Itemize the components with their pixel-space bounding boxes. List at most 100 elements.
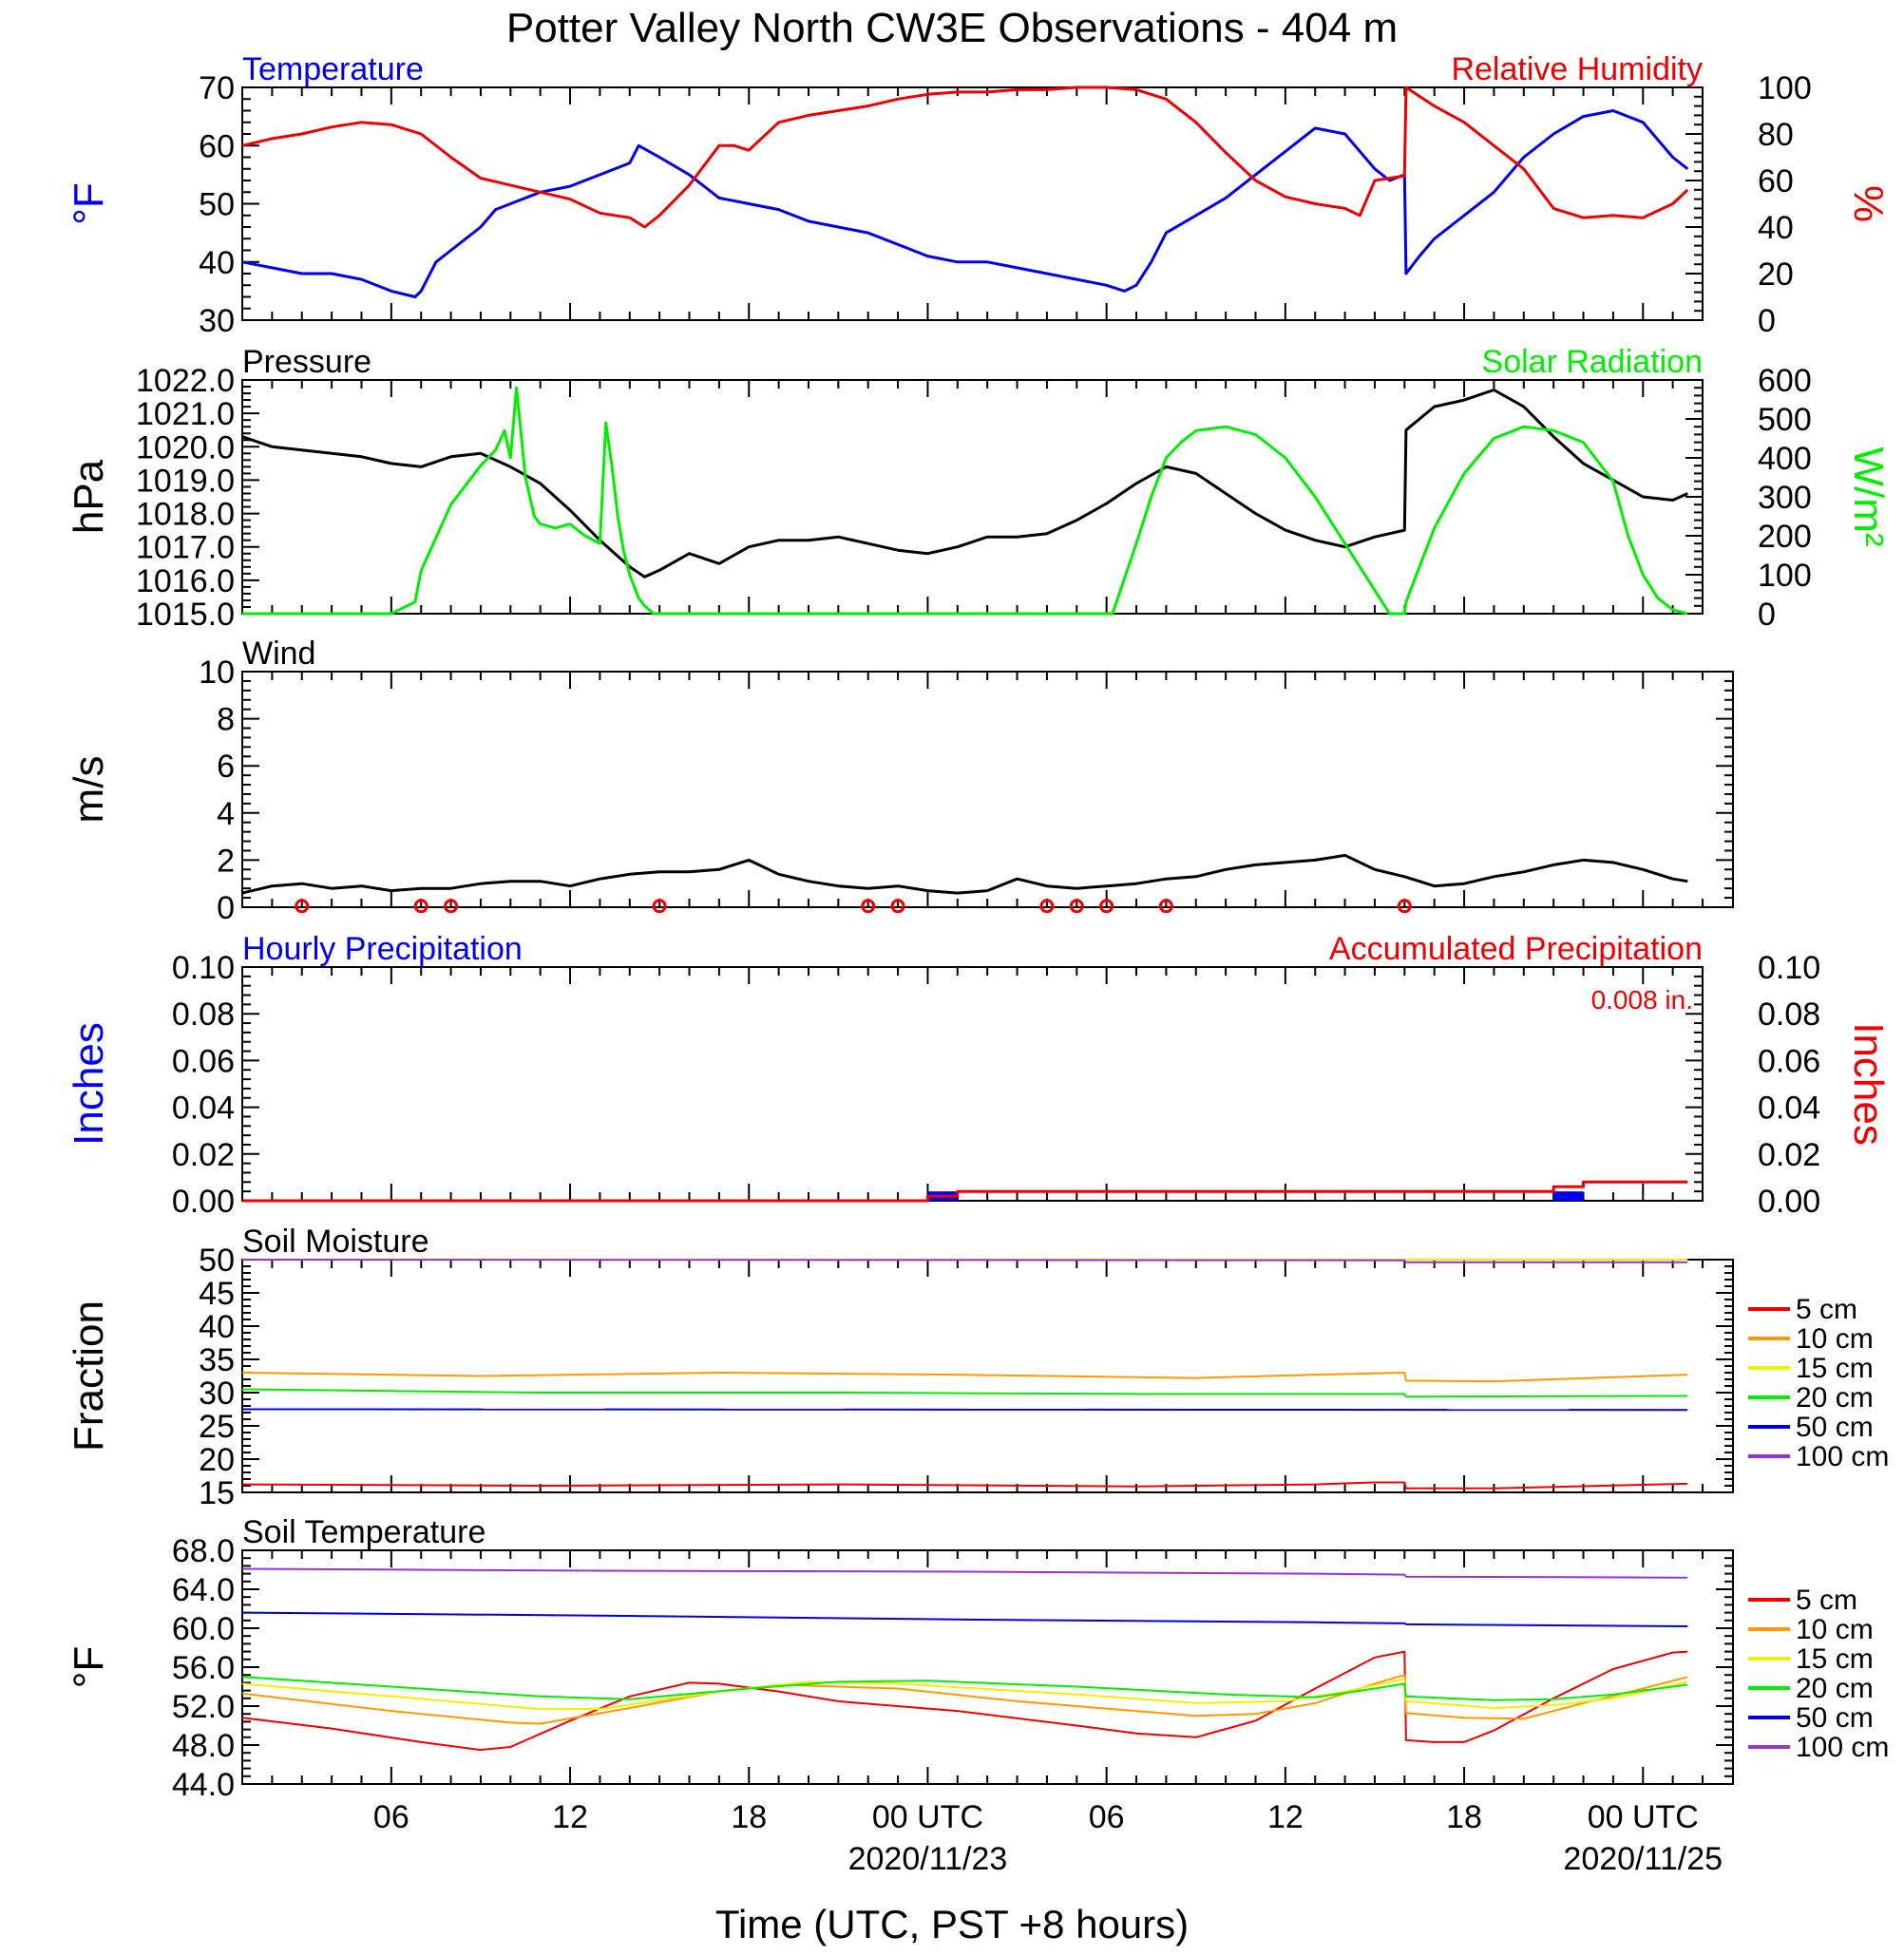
legend-label: 10 cm <box>1796 1323 1874 1355</box>
y-tick-label-right: 80 <box>1758 117 1794 153</box>
legend-label: 50 cm <box>1796 1702 1874 1734</box>
panel-frame <box>241 966 1704 1202</box>
y-tick-label-left: 60.0 <box>172 1611 235 1647</box>
y-tick-label-right: 0.06 <box>1758 1043 1820 1079</box>
series-line-depth_100 <box>241 1567 1688 1579</box>
legend-label: 20 cm <box>1796 1382 1874 1414</box>
x-tick-label: 06 <box>373 1799 409 1835</box>
panel-frame <box>241 1549 1734 1785</box>
y-tick-label-left: 0.02 <box>172 1137 235 1173</box>
y-tick-label-left: 0 <box>217 890 235 926</box>
y-axis-label-right: % <box>1845 185 1892 222</box>
panel-title-right: Solar Radiation <box>1482 344 1703 380</box>
y-axis-label-left: hPa <box>66 459 112 534</box>
y-ticks-right: 0 20 40 60 80 100 <box>1685 70 1812 339</box>
calm-wind-marker <box>861 899 876 914</box>
y-ticks-left: 0 2 4 6 8 10 <box>199 655 1733 926</box>
y-axis-label-left: °F <box>66 1646 112 1688</box>
y-tick-label-left: 40 <box>199 245 235 281</box>
series-line-humidity <box>241 85 1689 229</box>
panel-title-left: Soil Moisture <box>242 1224 429 1260</box>
y-tick-label-left: 0.04 <box>172 1091 235 1127</box>
series-line-solar <box>242 386 1688 616</box>
y-tick-label-right: 40 <box>1758 210 1794 246</box>
x-tick-label: 12 <box>552 1799 588 1835</box>
y-tick-label-right: 0.10 <box>1758 950 1820 986</box>
y-axis-label-right: W/m² <box>1845 446 1892 546</box>
y-tick-label-left: 25 <box>199 1409 235 1445</box>
y-tick-label-left: 1018.0 <box>136 497 235 533</box>
legend-label: 50 cm <box>1796 1412 1874 1443</box>
y-axis-label-left: °F <box>66 182 112 224</box>
series-line-depth_50 <box>241 1408 1688 1412</box>
x-ticks <box>241 1550 1704 1784</box>
calm-wind-marker <box>1069 899 1084 914</box>
calm-wind-marker <box>413 899 428 914</box>
calm-wind-marker <box>652 899 667 914</box>
y-ticks-right: 0.00 0.02 0.04 0.06 0.08 0.10 <box>1685 950 1820 1220</box>
calm-wind-marker <box>1158 899 1173 914</box>
y-tick-label-left: 20 <box>199 1442 235 1478</box>
panel-temperature-humidity: 30 40 50 60 70 0 20 40 60 80 100 Temperature Relativ… <box>66 51 1892 339</box>
x-tick-labels: 06 12 18 00 UTC 2020/11/23 06 12 18 00 UTC 2020/1… <box>373 1799 1723 1877</box>
y-tick-label-left: 1015.0 <box>136 597 235 633</box>
y-tick-label-left: 0.08 <box>172 996 235 1033</box>
y-tick-label-left: 10 <box>199 655 235 691</box>
panel-frame <box>241 86 1704 321</box>
y-tick-label-right: 0.08 <box>1758 996 1820 1033</box>
y-ticks-left: 1015.01016.01017.01018.01019.01020.01021… <box>136 363 259 633</box>
y-axis-label-left: Inches <box>66 1022 112 1146</box>
y-tick-label-left: 44.0 <box>172 1767 235 1803</box>
panel-title-left: Temperature <box>242 51 424 87</box>
panel-title-left: Wind <box>242 636 315 672</box>
x-date-label: 2020/11/23 <box>848 1841 1008 1877</box>
legend-label: 100 cm <box>1796 1441 1889 1472</box>
y-tick-label-left: 0.06 <box>172 1043 235 1079</box>
series-line-depth_5 <box>241 1650 1688 1752</box>
y-tick-label-left: 1022.0 <box>136 363 235 399</box>
y-tick-label-right: 100 <box>1758 70 1812 106</box>
calm-wind-marker <box>890 899 905 914</box>
y-axis-label-right: Inches <box>1845 1022 1892 1146</box>
panel-precipitation: 0.00 0.02 0.04 0.06 0.08 0.10 0.00 0.02 0.04 0.06… <box>66 931 1892 1220</box>
x-ticks <box>241 87 1704 320</box>
y-tick-label-left: 1016.0 <box>136 563 235 599</box>
y-tick-label-left: 52.0 <box>172 1689 235 1725</box>
panel-title-left: Pressure <box>242 344 371 380</box>
y-tick-label-left: 40 <box>199 1309 235 1345</box>
panel-pressure-solar: 1015.01016.01017.01018.01019.01020.01021… <box>66 344 1892 633</box>
series-line-depth_5 <box>241 1481 1688 1490</box>
y-tick-label-right: 300 <box>1758 480 1812 516</box>
x-tick-label: 00 UTC <box>872 1799 983 1835</box>
y-tick-label-right: 600 <box>1758 363 1812 399</box>
y-tick-label-left: 50 <box>199 187 235 223</box>
y-tick-label-left: 15 <box>199 1475 235 1511</box>
panel-frame <box>241 671 1734 908</box>
x-tick-label: 12 <box>1267 1799 1304 1835</box>
y-tick-label-left: 30 <box>199 303 235 339</box>
y-tick-label-right: 0.02 <box>1758 1137 1820 1173</box>
y-tick-label-left: 6 <box>217 749 235 785</box>
calm-wind-marker <box>1099 899 1114 914</box>
y-tick-label-right: 0.00 <box>1758 1184 1820 1220</box>
series-line-depth_10 <box>241 1372 1688 1383</box>
x-tick-label: 18 <box>1446 1799 1482 1835</box>
series-line-temperature <box>241 109 1689 298</box>
x-ticks <box>241 380 1704 614</box>
legend-label: 15 cm <box>1796 1643 1874 1675</box>
y-tick-label-left: 4 <box>217 796 235 832</box>
y-tick-label-left: 35 <box>199 1342 235 1378</box>
panel-title-right: Relative Humidity <box>1451 51 1703 87</box>
y-axis-label-left: m/s <box>66 756 112 824</box>
y-tick-label-left: 56.0 <box>172 1650 235 1686</box>
y-tick-label-right: 400 <box>1758 441 1812 477</box>
y-ticks-left: 30 40 50 60 70 <box>199 70 259 339</box>
y-tick-label-left: 0.00 <box>172 1184 235 1220</box>
y-tick-label-right: 0 <box>1758 303 1776 339</box>
